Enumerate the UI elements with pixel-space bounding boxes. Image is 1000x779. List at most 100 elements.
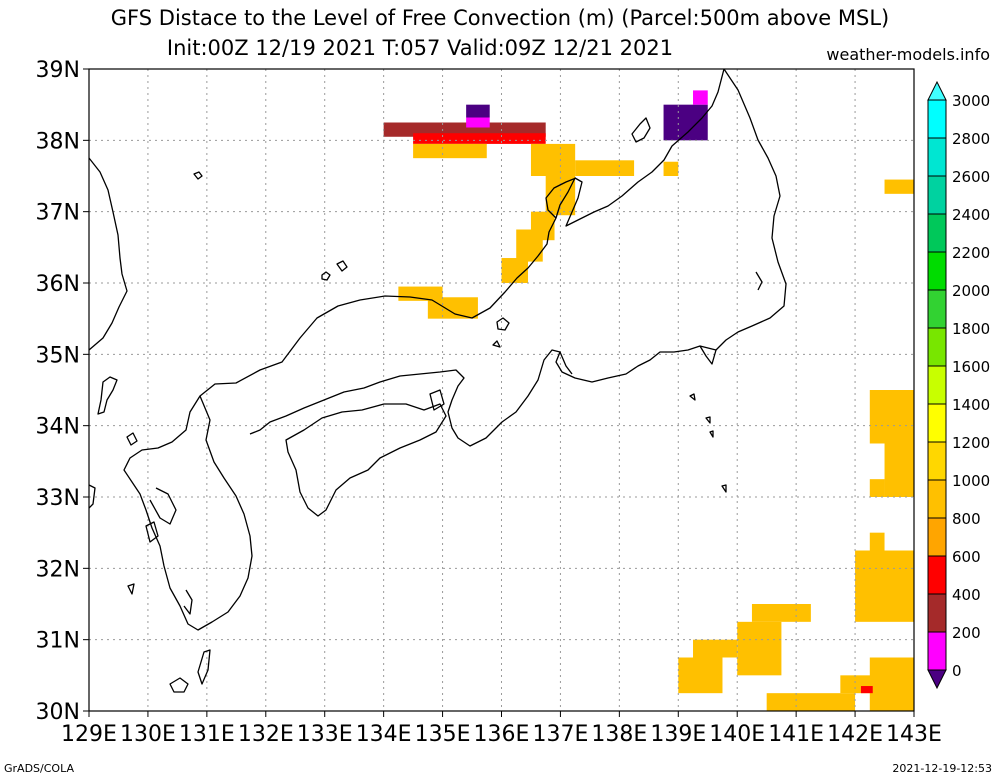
y-tick-label: 31N (36, 629, 80, 654)
field-cell-10 (501, 258, 529, 283)
colorbar-band (927, 479, 947, 519)
field-cell-28 (869, 657, 914, 711)
coast-awaji (429, 389, 445, 411)
y-tick-label: 38N (36, 129, 80, 154)
footer-credit: GrADS/COLA (4, 762, 74, 775)
x-tick-label: 129E (61, 722, 117, 747)
colorbar-band (927, 251, 947, 291)
colorbar-label: 2200 (952, 244, 990, 262)
x-tick-label: 135E (415, 722, 471, 747)
coast-izu-4 (721, 484, 727, 493)
y-tick-label: 33N (36, 486, 80, 511)
field-cell-4 (413, 143, 487, 159)
coast-iki (126, 432, 138, 446)
x-tick-label: 141E (768, 722, 824, 747)
field-cell-19 (869, 479, 885, 497)
colorbar-band (927, 327, 947, 367)
coast-izu-2 (705, 416, 711, 424)
field-cell-13 (663, 104, 708, 141)
colorbar-band (927, 441, 947, 481)
coast-islet (336, 260, 348, 272)
x-tick-label: 136E (474, 722, 530, 747)
coast-koshiki (127, 583, 135, 595)
colorbar-band (927, 403, 947, 443)
map-title: GFS Distace to the Level of Free Convect… (110, 6, 890, 30)
colorbar-label: 2000 (952, 282, 990, 300)
coast-ariake (149, 487, 177, 525)
coast-honshu-pacific (249, 69, 787, 447)
map-subtitle: Init:00Z 12/19 2021 T:057 Valid:09Z 12/2… (166, 36, 674, 60)
field-layer (383, 90, 914, 711)
colorbar-under (927, 669, 947, 690)
colorbar-band (927, 517, 947, 557)
field-cell-5 (530, 143, 576, 176)
coast-kyushu (123, 395, 253, 631)
colorbar-label: 200 (952, 624, 981, 642)
field-cell-26 (766, 693, 856, 711)
coast-tokyo-bay (699, 345, 717, 365)
colorbar-band (927, 99, 947, 139)
coast-ise (559, 351, 573, 375)
field-cell-15 (663, 161, 679, 176)
colorbar-label: 2600 (952, 168, 990, 186)
colorbar-label: 1000 (952, 472, 990, 490)
colorbar-band (927, 631, 947, 671)
field-cell-9 (516, 229, 543, 262)
field-cell-18 (884, 443, 914, 497)
x-tick-label: 130E (120, 722, 176, 747)
colorbar-band (927, 289, 947, 329)
field-cell-17 (869, 390, 914, 444)
colorbar-band (927, 137, 947, 177)
colorbar-band (927, 213, 947, 253)
colorbar-label: 600 (952, 548, 981, 566)
coast-oki (496, 317, 510, 331)
y-tick-label: 32N (36, 557, 80, 582)
field-cell-16 (884, 179, 914, 194)
x-tick-label: 132E (238, 722, 294, 747)
footer-timestamp: 2021-12-19-12:53 (892, 762, 992, 775)
colorbar-label: 2800 (952, 130, 990, 148)
coast-noto (545, 177, 577, 219)
y-tick-label: 35N (36, 343, 80, 368)
colorbar-band (927, 365, 947, 405)
colorbar-label: 1800 (952, 320, 990, 338)
y-tick-label: 30N (36, 700, 80, 725)
field-cell-20 (869, 532, 885, 551)
x-tick-label: 139E (650, 722, 706, 747)
coast-honshu-north (199, 69, 725, 397)
coast-kasumi (755, 271, 763, 291)
colorbar-label: 1200 (952, 434, 990, 452)
field-cell-12 (427, 297, 478, 319)
colorbar-band (927, 593, 947, 633)
field-cell-25 (678, 657, 723, 694)
coast-izu-3 (709, 430, 714, 438)
x-tick-label: 143E (886, 722, 942, 747)
x-tick-label: 138E (591, 722, 647, 747)
grid-lines (89, 69, 914, 711)
colorbar-label: 1600 (952, 358, 990, 376)
coast-dokdo (321, 271, 331, 281)
colorbar-band (927, 175, 947, 215)
coast-izu-1 (689, 393, 696, 401)
field-cell-3 (413, 133, 546, 144)
x-tick-label: 133E (297, 722, 353, 747)
field-cell-1 (466, 117, 490, 128)
colorbar-label: 2400 (952, 206, 990, 224)
field-cell-14 (693, 90, 708, 105)
field-cell-2 (466, 104, 490, 118)
x-tick-label: 137E (532, 722, 588, 747)
colorbar-label: 0 (952, 662, 962, 680)
colorbar-label: 800 (952, 510, 981, 528)
coast-shikoku (285, 403, 447, 517)
field-cell-22 (751, 604, 811, 622)
x-tick-label: 131E (179, 722, 235, 747)
y-tick-label: 34N (36, 415, 80, 440)
x-tick-label: 134E (356, 722, 412, 747)
coast-tanegashima (197, 649, 211, 685)
colorbar-band (927, 555, 947, 595)
y-tick-label: 37N (36, 201, 80, 226)
site-name: weather-models.info (826, 45, 990, 64)
colorbar: 0 200 400 600 800 1000 1200 1400 1600 1800 2000 220… (927, 80, 990, 690)
